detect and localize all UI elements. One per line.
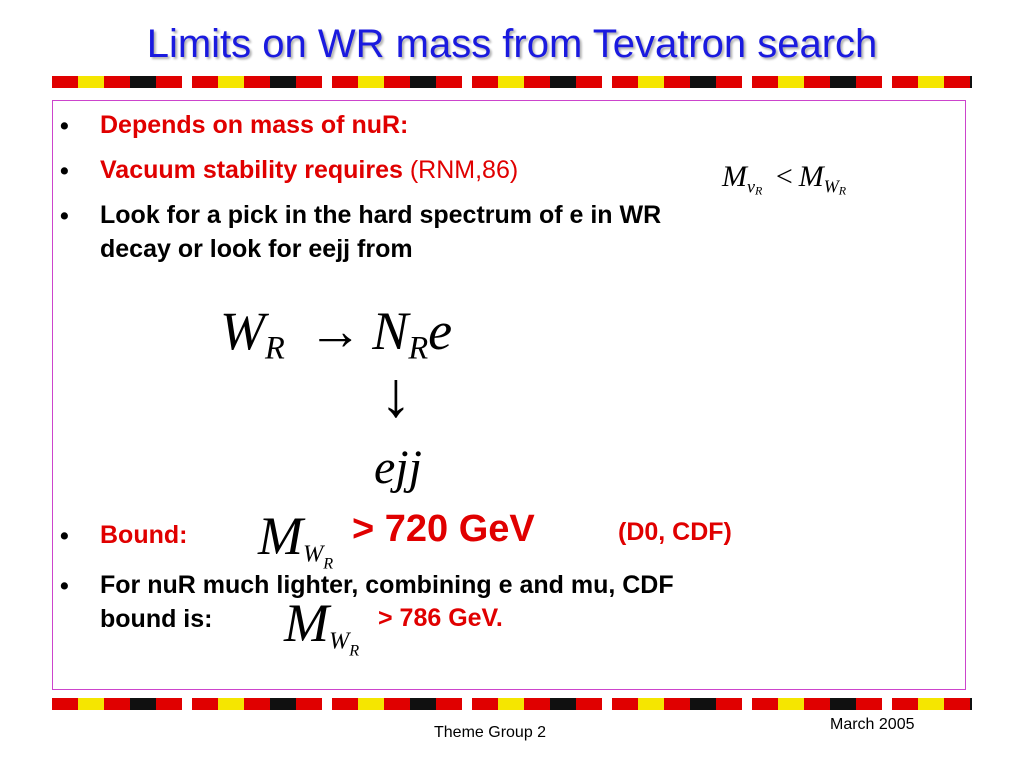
bound-value: > 720 GeV [352, 508, 535, 550]
bound-references: (D0, CDF) [618, 518, 732, 546]
cdf-bound-value: > 786 GeV. [378, 604, 503, 632]
slide-title: Limits on WR mass from Tevatron search [146, 22, 878, 66]
footer-date: March 2005 [830, 716, 915, 733]
bullet-marker: • [60, 202, 69, 230]
bullet-cdf-bound: For nuR much lighter, combining e and mu… [100, 571, 674, 633]
content-frame [52, 100, 966, 690]
decorative-stripe-top [52, 76, 972, 88]
bullet-mass-nur: Depends on mass of nuR: [100, 111, 409, 139]
bound-mass-formula: MWR [258, 506, 334, 573]
inequality-formula: MνR < MWR [722, 160, 847, 198]
bullet-marker: • [60, 112, 69, 140]
bullet-marker: • [60, 522, 69, 550]
decorative-stripe-bottom [52, 698, 972, 710]
down-arrow: ↓ [380, 359, 412, 430]
bullet-look-for-peak: Look for a pick in the hard spectrum of … [100, 201, 662, 263]
bullet-vacuum-stability: Vacuum stability requires (RNM,86) [100, 153, 518, 187]
bullet-marker: • [60, 157, 69, 185]
bullet-marker: • [60, 572, 69, 600]
decay-formula: WR → NRe [220, 301, 453, 367]
ejj-formula: ejj [374, 441, 422, 494]
vacuum-stability-text: Vacuum stability requires [100, 156, 410, 184]
bullet-bound-label: Bound: [100, 521, 188, 549]
cdf-mass-formula: MWR [284, 593, 360, 660]
footer-theme-group: Theme Group 2 [434, 724, 547, 741]
citation-rnm86: (RNM,86) [409, 156, 519, 184]
